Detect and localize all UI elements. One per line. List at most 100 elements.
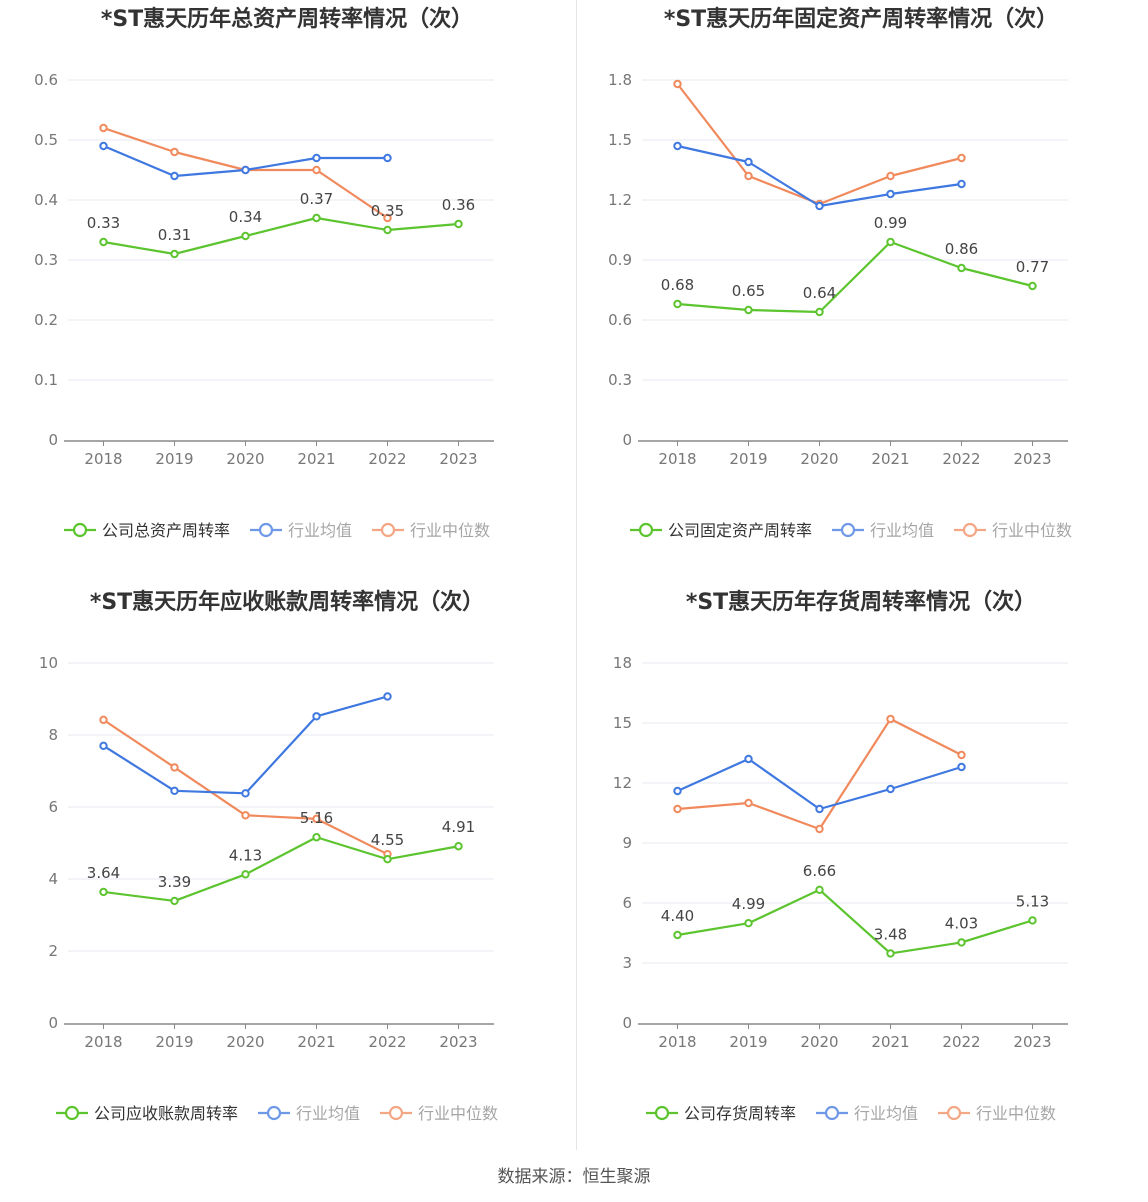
data-point-median	[170, 147, 179, 157]
legend-swatch-marker	[258, 522, 274, 538]
data-point-median	[312, 814, 321, 824]
x-tick-label: 2018	[658, 450, 696, 468]
legend-item-company[interactable]: 公司存货周转率	[646, 1104, 796, 1123]
legend-label: 行业中位数	[418, 1104, 498, 1123]
data-point-company	[241, 870, 250, 879]
data-point-median	[99, 715, 108, 725]
data-point-avg	[170, 171, 179, 181]
y-tick-label: 0.1	[34, 371, 58, 389]
chart-panel-total-asset-turnover: *ST惠天历年总资产周转率情况（次） 0 0.1 0.2 0.3 0.4 0.5 0.6 201…	[0, 0, 574, 583]
y-tick-label: 0	[622, 1014, 632, 1032]
chart-title: *ST惠天历年应收账款周转率情况（次）	[90, 589, 484, 615]
legend-item-median[interactable]: 行业中位数	[380, 1104, 498, 1123]
data-point-median	[241, 811, 250, 820]
x-tick-label: 2018	[84, 450, 122, 468]
data-point-avg	[957, 179, 966, 189]
legend-swatch-marker	[64, 1105, 80, 1121]
data-point-company	[744, 305, 753, 315]
data-point-company	[886, 949, 895, 958]
data-point-company	[957, 938, 966, 947]
x-tick-label: 2022	[942, 1033, 980, 1051]
legend-item-median[interactable]: 行业中位数	[938, 1104, 1056, 1123]
x-tick-label: 2022	[368, 450, 406, 468]
x-tick-label: 2018	[658, 1033, 696, 1051]
legend-item-company[interactable]: 公司应收账款周转率	[56, 1104, 238, 1123]
data-point-avg	[815, 201, 824, 211]
data-point-avg	[241, 789, 250, 798]
legend-item-avg[interactable]: 行业均值	[250, 521, 352, 540]
series-line-avg	[677, 757, 962, 811]
chart-panel-receivables-turnover: *ST惠天历年应收账款周转率情况（次） 0 2 4 6 8 10 2018 2019 2020 20…	[0, 583, 574, 1166]
data-label: 0.65	[732, 282, 765, 300]
data-point-company	[170, 896, 179, 906]
data-label: 5.13	[1016, 892, 1049, 910]
legend-item-median[interactable]: 行业中位数	[954, 521, 1072, 540]
data-point-avg	[744, 754, 753, 764]
x-tick-label: 2023	[1013, 1033, 1051, 1051]
y-tick-label: 4	[48, 870, 58, 888]
data-point-avg	[744, 157, 753, 167]
legend-label: 公司总资产周转率	[102, 521, 230, 540]
y-tick-label: 18	[613, 654, 632, 672]
y-tick-label: 1.2	[608, 191, 632, 209]
legend-item-avg[interactable]: 行业均值	[258, 1104, 360, 1123]
data-label: 4.40	[661, 907, 694, 925]
data-label: 5.16	[300, 809, 333, 827]
data-label: 4.55	[371, 831, 404, 849]
y-tick-label: 1.8	[608, 71, 632, 89]
y-tick-label: 0.2	[34, 311, 58, 329]
data-point-avg	[673, 786, 682, 796]
y-tick-label: 6	[622, 894, 632, 912]
data-point-median	[886, 171, 895, 181]
data-label: 3.39	[158, 873, 191, 891]
data-label: 0.36	[442, 196, 475, 214]
legend-item-median[interactable]: 行业中位数	[372, 521, 490, 540]
legend-swatch-marker	[380, 522, 396, 538]
data-point-median	[170, 763, 179, 772]
x-tick-label: 2020	[800, 450, 838, 468]
data-point-avg	[815, 804, 824, 814]
legend: 公司总资产周转率 行业均值 行业中位数	[64, 521, 490, 540]
x-tick-label: 2021	[871, 1033, 909, 1051]
series-line-median	[676, 83, 962, 206]
y-tick-label: 2	[48, 942, 58, 960]
legend-swatch-marker	[824, 1105, 840, 1121]
data-point-avg	[886, 784, 895, 794]
data-point-median	[383, 213, 392, 223]
chart-panel-fixed-asset-turnover: *ST惠天历年固定资产周转率情况（次） 0 0.3 0.6 0.9 1.2 1.5 1.8 20…	[574, 0, 1148, 583]
legend-item-avg[interactable]: 行业均值	[832, 521, 934, 540]
series-line-avg	[677, 144, 962, 208]
chart-svg: *ST惠天历年总资产周转率情况（次） 0 0.1 0.2 0.3 0.4 0.5 0.6 201…	[34, 6, 494, 540]
data-label: 4.13	[229, 846, 262, 864]
data-label: 4.03	[945, 914, 978, 932]
data-point-company	[241, 231, 250, 241]
series-line-company	[103, 836, 459, 903]
legend-swatch-marker	[266, 1105, 282, 1121]
legend-item-company[interactable]: 公司固定资产周转率	[630, 521, 812, 540]
legend: 公司存货周转率 行业均值 行业中位数	[646, 1104, 1056, 1123]
data-label: 0.64	[803, 284, 836, 302]
y-tick-label: 6	[48, 798, 58, 816]
y-tick-label: 1.5	[608, 131, 632, 149]
series-line-median	[102, 718, 388, 856]
chart-title: *ST惠天历年存货周转率情况（次）	[686, 589, 1036, 615]
data-point-median	[886, 714, 895, 724]
data-point-median	[957, 750, 966, 760]
data-point-company	[312, 213, 321, 223]
legend-item-company[interactable]: 公司总资产周转率	[64, 521, 230, 540]
data-label: 0.31	[158, 226, 191, 244]
legend-item-avg[interactable]: 行业均值	[816, 1104, 918, 1123]
legend-swatch-marker	[638, 522, 654, 538]
data-point-company	[744, 919, 753, 928]
chart-svg: *ST惠天历年应收账款周转率情况（次） 0 2 4 6 8 10 2018 2019 2020 20…	[39, 589, 498, 1123]
y-tick-label: 0.3	[34, 251, 58, 269]
x-tick-label: 2019	[729, 450, 767, 468]
data-point-company	[312, 833, 321, 842]
data-point-median	[673, 804, 682, 814]
y-tick-label: 10	[39, 654, 58, 672]
data-point-avg	[312, 712, 321, 721]
chart-svg: *ST惠天历年固定资产周转率情况（次） 0 0.3 0.6 0.9 1.2 1.5 1.8 20…	[608, 6, 1072, 540]
data-label: 4.99	[732, 895, 765, 913]
legend-label: 行业中位数	[992, 521, 1072, 540]
x-tick-label: 2020	[226, 450, 264, 468]
